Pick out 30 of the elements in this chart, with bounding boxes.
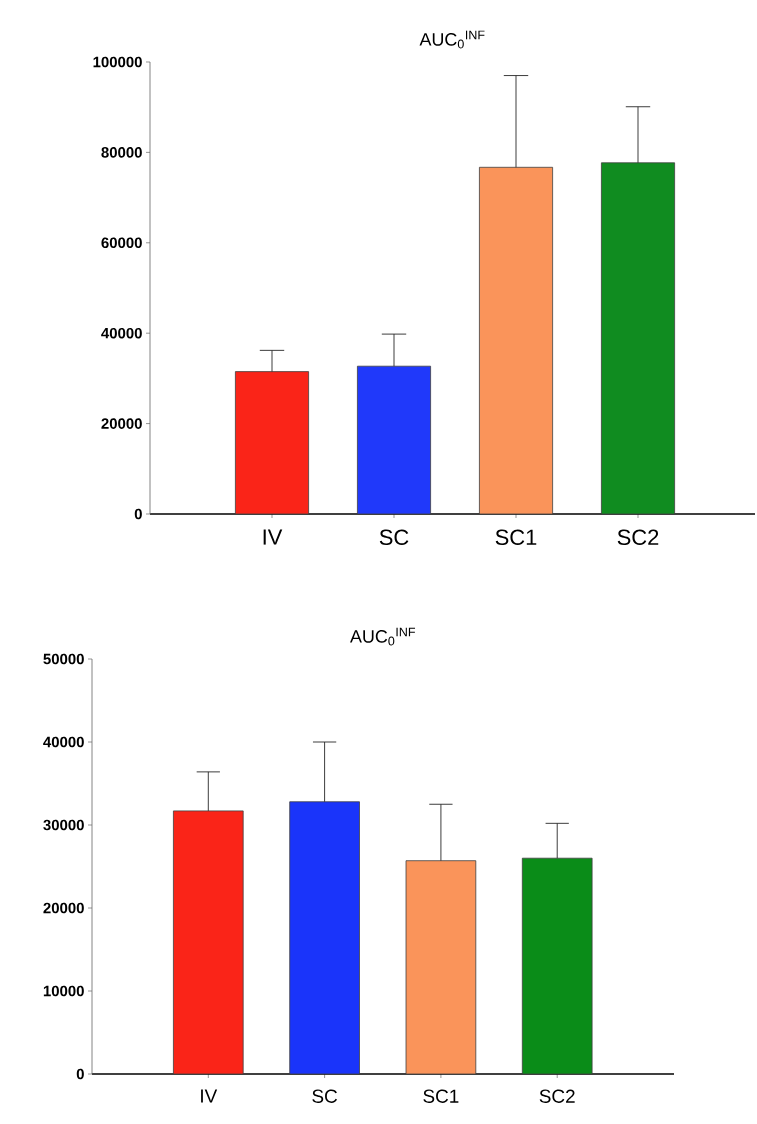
- bar: [235, 371, 310, 515]
- y-tick-label: 40000: [101, 327, 142, 339]
- x-tick-label: SC2: [617, 529, 659, 546]
- y-tick-label: 0: [134, 508, 142, 520]
- bar: [405, 860, 477, 1075]
- y-tick-label: 0: [76, 1068, 84, 1080]
- y-tick-label: 50000: [43, 653, 84, 665]
- bar: [601, 162, 676, 515]
- x-tick-label: SC: [379, 529, 409, 546]
- bar: [521, 857, 593, 1075]
- x-tick-label: IV: [201, 1089, 218, 1103]
- y-tick-label: 20000: [43, 902, 84, 914]
- y-tick-label: 20000: [101, 418, 142, 429]
- y-tick-label: 100000: [93, 56, 142, 68]
- x-tick-label: SC2: [539, 1089, 575, 1103]
- bar: [173, 810, 244, 1075]
- y-tick-label: 10000: [43, 985, 84, 997]
- x-tick-label: SC: [312, 1089, 338, 1103]
- y-tick-label: 60000: [101, 237, 142, 249]
- x-tick-label: SC1: [495, 529, 537, 546]
- bar: [479, 166, 554, 515]
- bar: [357, 365, 432, 515]
- y-tick-label: 30000: [43, 819, 84, 831]
- y-tick-label: 80000: [101, 147, 142, 158]
- bar: [289, 801, 360, 1075]
- chart-title: AUC$_{0}$INF: [350, 627, 416, 646]
- x-tick-label: SC1: [423, 1089, 459, 1103]
- y-tick-label: 40000: [43, 736, 84, 748]
- x-tick-label: IV: [263, 529, 283, 545]
- chart-title: AUC$_{0}$INF: [419, 30, 485, 49]
